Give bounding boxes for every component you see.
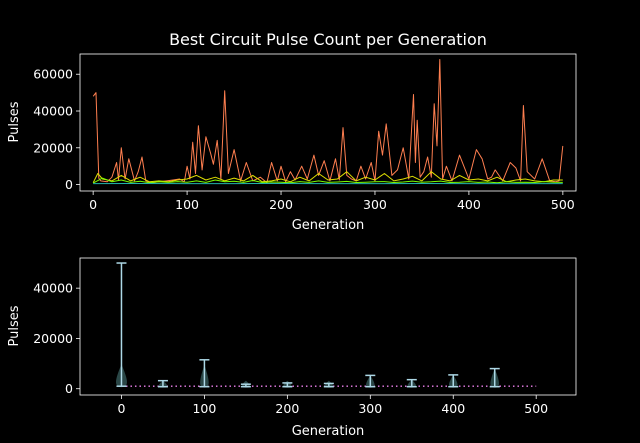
bottom-y-tick-label: 20000 — [33, 331, 73, 346]
bottom-y-tick-label: 0 — [65, 381, 73, 396]
bottom-x-axis-label: Generation — [292, 424, 365, 439]
series-line-0 — [92, 59, 564, 184]
top-x-tick-label: 300 — [363, 197, 387, 212]
top-x-tick-label: 200 — [269, 197, 293, 212]
top-axes-frame — [79, 53, 577, 192]
top-y-tick-label: 60000 — [33, 67, 73, 82]
top-y-tick-label: 20000 — [33, 140, 73, 155]
bottom-x-tick-label: 500 — [524, 401, 548, 416]
top-x-axis-label: Generation — [292, 218, 365, 233]
chart-title: Best Circuit Pulse Count per Generation — [169, 30, 487, 49]
top-x-tick-label: 500 — [551, 197, 575, 212]
top-x-tick-label: 100 — [175, 197, 199, 212]
series-line-2 — [92, 177, 563, 184]
top-plot-area — [92, 59, 564, 185]
bottom-x-tick-label: 100 — [192, 401, 216, 416]
bottom-y-axis-label: Pulses — [7, 305, 22, 346]
bottom-plot-area — [115, 262, 537, 388]
bottom-x-tick-label: 300 — [358, 401, 382, 416]
top-y-axis-label: Pulses — [7, 101, 22, 142]
bottom-y-tick-label: 40000 — [33, 281, 73, 296]
bottom-ticks: 0 100 200 300 400 500 0 20000 40000 — [33, 281, 548, 416]
series-line-1 — [92, 171, 563, 183]
top-y-tick-label: 0 — [65, 177, 73, 192]
bottom-x-tick-label: 0 — [117, 401, 125, 416]
bottom-violin-chart: 0 100 200 300 400 500 0 20000 40000 Generation P… — [7, 257, 577, 439]
bottom-axes-frame — [79, 257, 577, 396]
top-x-tick-label: 0 — [89, 197, 97, 212]
top-line-chart: 0 100 200 300 400 500 0 20000 40000 60000 Generat… — [7, 53, 577, 233]
bottom-x-tick-label: 200 — [275, 401, 299, 416]
top-y-tick-label: 40000 — [33, 104, 73, 119]
top-x-tick-label: 400 — [457, 197, 481, 212]
top-ticks: 0 100 200 300 400 500 0 20000 40000 60000 — [33, 67, 575, 212]
bottom-x-tick-label: 400 — [441, 401, 465, 416]
